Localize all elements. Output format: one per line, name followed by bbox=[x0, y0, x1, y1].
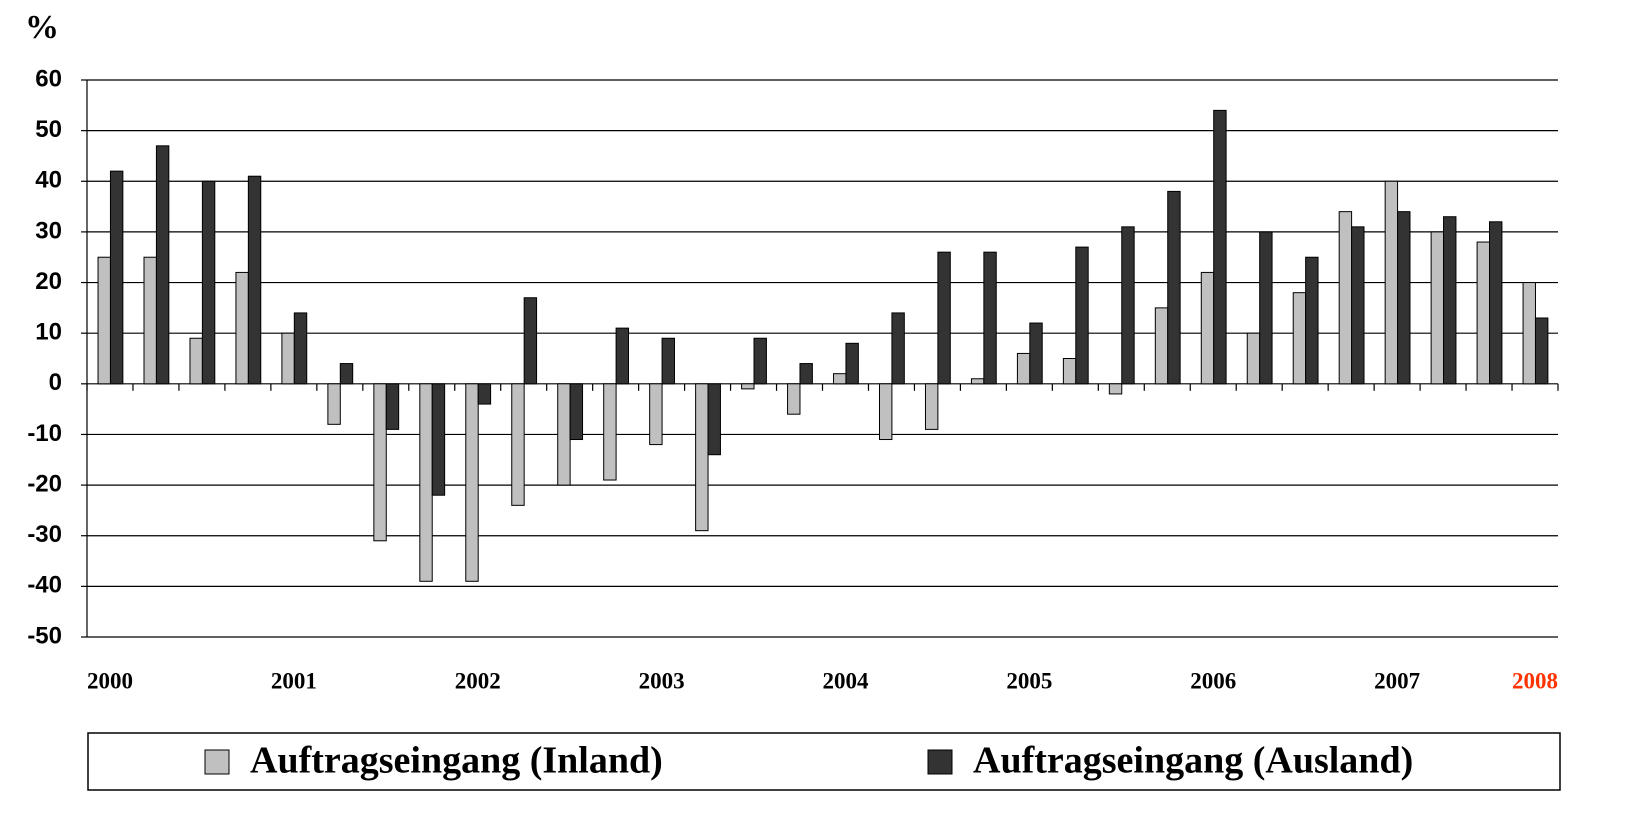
y-tick-label: 10 bbox=[35, 319, 62, 346]
bar bbox=[1351, 226, 1365, 385]
bar bbox=[1384, 180, 1399, 385]
y-tick-label: -20 bbox=[27, 470, 62, 497]
bar bbox=[569, 383, 584, 441]
x-tick-label: 2003 bbox=[639, 668, 685, 693]
y-tick-label: 60 bbox=[35, 65, 62, 92]
bar bbox=[1154, 307, 1169, 385]
bar bbox=[879, 383, 893, 441]
bar bbox=[649, 383, 663, 446]
bar bbox=[511, 383, 525, 506]
bar bbox=[1443, 216, 1457, 385]
bar bbox=[603, 383, 617, 481]
bar bbox=[477, 383, 492, 405]
y-tick-label: -40 bbox=[27, 572, 62, 599]
bar bbox=[924, 383, 939, 430]
bar bbox=[523, 297, 538, 385]
bar bbox=[201, 180, 216, 385]
bar bbox=[741, 383, 755, 390]
bar bbox=[891, 312, 905, 385]
bar bbox=[1200, 271, 1215, 385]
bar bbox=[1213, 109, 1227, 385]
bar bbox=[1292, 292, 1307, 385]
bar bbox=[1246, 332, 1261, 385]
bar bbox=[281, 332, 295, 385]
bar bbox=[143, 256, 157, 385]
x-tick-label: 2000 bbox=[87, 668, 133, 693]
legend-label: Auftragseingang (Ausland) bbox=[973, 740, 1413, 782]
x-tick-label: 2008 bbox=[1512, 668, 1558, 693]
bar bbox=[109, 170, 124, 385]
bar bbox=[1430, 231, 1445, 385]
x-tick-label: 2001 bbox=[271, 668, 317, 693]
bar bbox=[1534, 317, 1549, 385]
bar bbox=[845, 342, 859, 385]
bar bbox=[373, 383, 387, 542]
bar bbox=[753, 337, 767, 385]
bar bbox=[1062, 358, 1077, 385]
y-tick-label: 40 bbox=[35, 167, 62, 194]
bar bbox=[937, 251, 951, 385]
bar bbox=[1522, 282, 1536, 385]
bar bbox=[339, 363, 354, 385]
y-tick-label: 30 bbox=[35, 217, 62, 244]
y-tick-label: -10 bbox=[27, 420, 62, 447]
x-tick-label: 2002 bbox=[455, 668, 501, 693]
y-axis-label: % bbox=[25, 9, 59, 46]
bar bbox=[385, 383, 400, 430]
bar bbox=[1121, 226, 1135, 385]
x-tick-label: 2004 bbox=[822, 668, 869, 693]
legend-swatch bbox=[204, 749, 230, 775]
bar bbox=[155, 145, 170, 385]
x-tick-label: 2007 bbox=[1374, 668, 1420, 693]
x-tick-label: 2006 bbox=[1190, 668, 1236, 693]
bar bbox=[799, 363, 813, 385]
bar bbox=[983, 251, 997, 385]
bar bbox=[431, 383, 446, 496]
bar bbox=[1167, 190, 1181, 385]
y-tick-label: 20 bbox=[35, 268, 62, 295]
bar bbox=[1338, 211, 1353, 385]
bar bbox=[419, 383, 433, 582]
bar bbox=[1016, 352, 1031, 385]
y-tick-label: 50 bbox=[35, 116, 62, 143]
bar bbox=[1259, 231, 1273, 385]
bar bbox=[1305, 256, 1319, 385]
bar bbox=[787, 383, 801, 415]
bar bbox=[189, 337, 203, 385]
bar bbox=[970, 378, 985, 385]
bar bbox=[1397, 211, 1411, 385]
x-tick-label: 2005 bbox=[1006, 668, 1052, 693]
bar bbox=[1489, 221, 1503, 385]
bar bbox=[1029, 322, 1043, 385]
bar bbox=[235, 271, 249, 385]
bar bbox=[247, 175, 262, 385]
bar bbox=[1075, 246, 1089, 385]
legend-swatch bbox=[927, 749, 953, 775]
y-tick-label: 0 bbox=[49, 369, 62, 396]
bar bbox=[615, 327, 630, 385]
bar bbox=[695, 383, 709, 532]
bar bbox=[833, 373, 847, 385]
bar bbox=[707, 383, 721, 456]
bar bbox=[661, 337, 675, 385]
bar bbox=[293, 312, 308, 385]
legend-box bbox=[87, 732, 1561, 791]
y-tick-label: -30 bbox=[27, 521, 62, 548]
bar bbox=[1476, 241, 1491, 385]
bar bbox=[557, 383, 571, 486]
bar bbox=[1108, 383, 1123, 395]
y-tick-label: -50 bbox=[27, 622, 62, 649]
bar bbox=[97, 256, 111, 385]
bar bbox=[465, 383, 479, 582]
bar bbox=[327, 383, 341, 425]
legend-label: Auftragseingang (Inland) bbox=[250, 740, 663, 782]
